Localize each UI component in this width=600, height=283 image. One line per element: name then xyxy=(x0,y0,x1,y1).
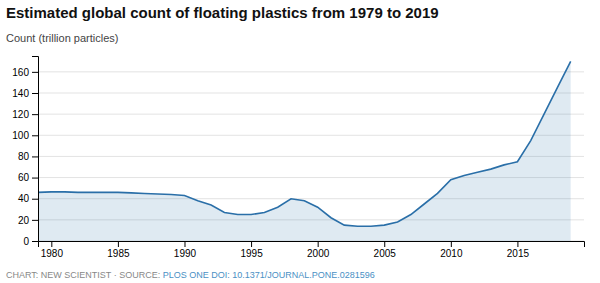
y-tick-mark xyxy=(32,220,38,221)
footer-link: PLOS ONE DOI: 10.1371/JOURNAL.PONE.02815… xyxy=(163,270,375,280)
y-tick-mark xyxy=(32,93,38,94)
x-tick: 1985 xyxy=(107,241,130,259)
title: Estimated global count of floating plast… xyxy=(6,4,439,21)
y-tick-mark xyxy=(32,199,38,200)
y-tick-label: 0 xyxy=(23,236,29,247)
footer: CHART: NEW SCIENTIST · SOURCE: PLOS ONE … xyxy=(6,270,375,280)
y-tick-label: 60 xyxy=(18,172,30,183)
x-tick-mark xyxy=(451,241,452,247)
y-axis-label: Count (trillion particles) xyxy=(6,32,118,44)
y-tick: 40 xyxy=(18,193,38,204)
y-axis: 0 20 40 60 80 100 120 140 160 xyxy=(12,57,38,247)
y-tick-mark xyxy=(32,135,38,136)
y-tick-label: 120 xyxy=(12,109,29,120)
grid-line xyxy=(38,114,584,115)
x-tick-label: 1985 xyxy=(107,248,130,259)
grid-line xyxy=(38,135,584,136)
x-axis: 1980 1985 1990 1995 2000 2005 2010 2015 xyxy=(39,241,585,259)
x-tick-label: 1980 xyxy=(41,248,64,259)
y-tick: 60 xyxy=(18,172,38,183)
x-tick-label: 2015 xyxy=(507,248,530,259)
y-tick-label: 40 xyxy=(18,193,30,204)
y-tick: 80 xyxy=(18,151,38,162)
x-tick-mark xyxy=(318,241,319,247)
y-tick-mark xyxy=(32,114,38,115)
x-tick-label: 1995 xyxy=(240,248,263,259)
x-tick-mark xyxy=(184,241,185,247)
x-tick-mark xyxy=(517,241,518,247)
y-tick-label: 100 xyxy=(12,130,29,141)
y-tick-label: 80 xyxy=(18,151,30,162)
x-tick-mark xyxy=(251,241,252,247)
y-tick-label: 20 xyxy=(18,215,30,226)
area xyxy=(38,61,571,241)
y-tick: 20 xyxy=(18,215,38,226)
grid-line xyxy=(38,71,584,72)
y-tick-label: 160 xyxy=(12,67,29,78)
y-tick-mark xyxy=(32,178,38,179)
x-tick: 1995 xyxy=(240,241,263,259)
plot: 1980 1985 1990 1995 2000 2005 2010 2015 0 20 40 60 8… xyxy=(12,57,584,260)
grid-line xyxy=(38,93,584,94)
x-tick-mark xyxy=(384,241,385,247)
y-tick-mark xyxy=(32,156,38,157)
x-tick-label: 2000 xyxy=(307,248,330,259)
footer-text: CHART: NEW SCIENTIST · SOURCE: xyxy=(6,270,163,280)
x-tick: 1980 xyxy=(41,241,64,259)
y-axis-line xyxy=(32,57,39,242)
y-tick-mark xyxy=(32,241,38,242)
x-tick-label: 1990 xyxy=(174,248,197,259)
x-tick: 1990 xyxy=(174,241,197,259)
x-tick: 2010 xyxy=(440,241,463,259)
chart: Estimated global count of floating plast… xyxy=(0,0,600,283)
y-tick-mark xyxy=(32,72,38,73)
x-tick: 2015 xyxy=(507,241,530,259)
marks xyxy=(38,61,571,241)
y-tick-label: 140 xyxy=(12,88,29,99)
x-tick: 2005 xyxy=(374,241,397,259)
line xyxy=(38,61,571,226)
y-tick: 160 xyxy=(12,67,38,78)
x-tick: 2000 xyxy=(307,241,330,259)
y-tick: 120 xyxy=(12,109,38,120)
grid-line xyxy=(38,156,584,157)
y-tick: 140 xyxy=(12,88,38,99)
x-tick-mark xyxy=(118,241,119,247)
x-tick-label: 2005 xyxy=(374,248,397,259)
x-axis-line xyxy=(39,242,585,248)
x-tick-label: 2010 xyxy=(440,248,463,259)
x-tick-mark xyxy=(51,241,52,247)
y-tick: 0 xyxy=(23,236,38,247)
y-tick: 100 xyxy=(12,130,38,141)
